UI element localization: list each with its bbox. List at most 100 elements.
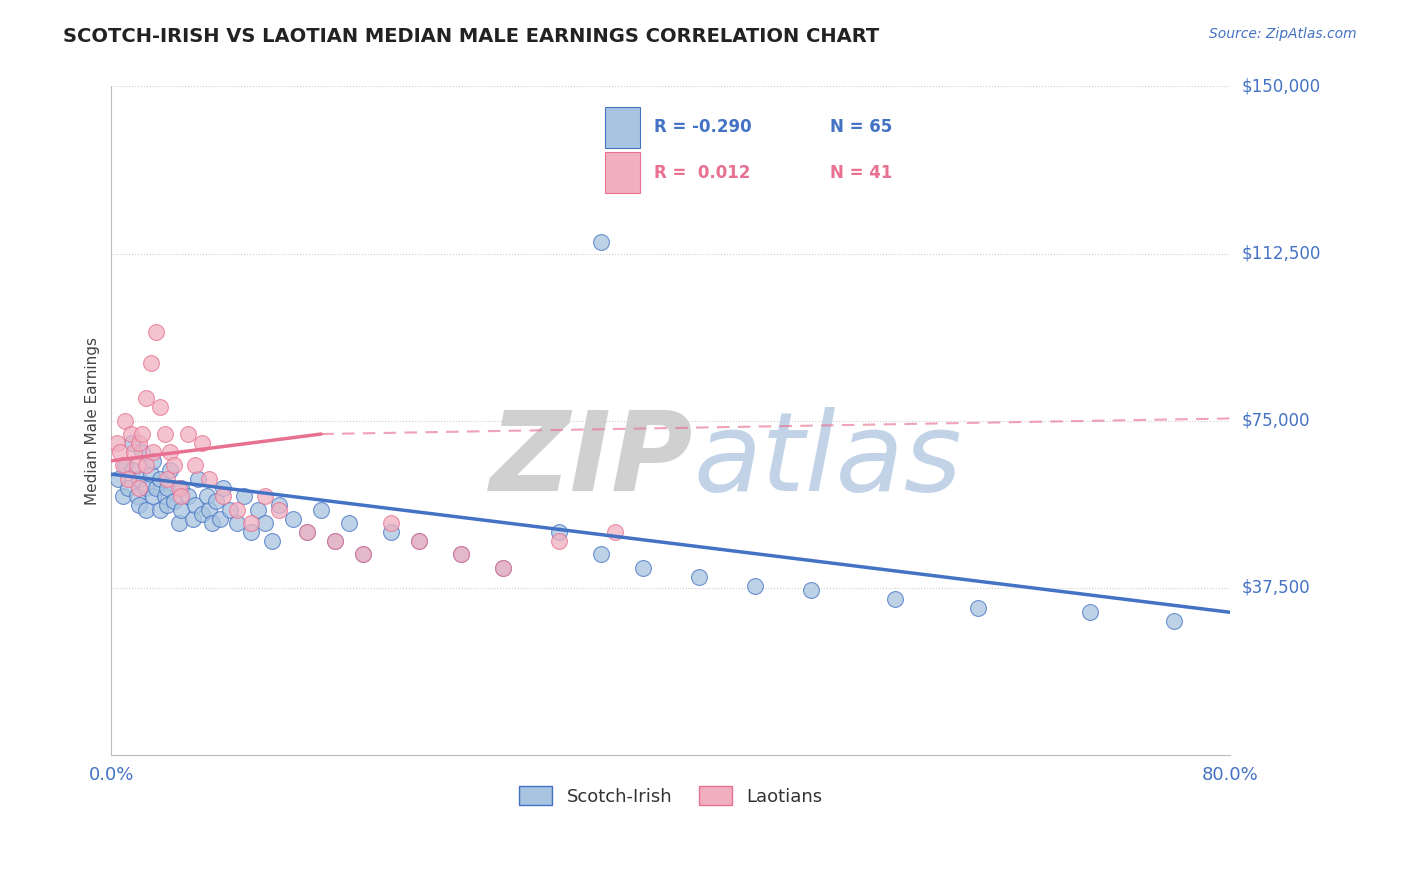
- FancyBboxPatch shape: [605, 153, 640, 193]
- Point: [603, 525, 626, 540]
- Point: [170, 481, 193, 495]
- Point: [156, 481, 179, 495]
- Point: [295, 525, 318, 540]
- Text: R =  0.012: R = 0.012: [654, 164, 751, 182]
- Point: [142, 445, 165, 459]
- Point: [153, 427, 176, 442]
- Point: [262, 533, 284, 548]
- Point: [149, 503, 172, 517]
- Point: [111, 490, 134, 504]
- Point: [269, 503, 291, 517]
- Point: [149, 401, 172, 415]
- Point: [254, 516, 277, 531]
- Point: [283, 512, 305, 526]
- Point: [135, 481, 157, 495]
- Point: [135, 392, 157, 406]
- Text: atlas: atlas: [693, 408, 962, 515]
- Point: [117, 481, 139, 495]
- Point: [352, 547, 374, 561]
- Point: [548, 533, 571, 548]
- Point: [269, 499, 291, 513]
- Point: [219, 503, 242, 517]
- Point: [201, 516, 224, 531]
- Point: [226, 516, 249, 531]
- Point: [139, 467, 162, 482]
- Point: [125, 490, 148, 504]
- Point: [125, 458, 148, 473]
- FancyBboxPatch shape: [605, 107, 640, 148]
- Point: [198, 472, 221, 486]
- Text: $75,000: $75,000: [1241, 412, 1310, 430]
- Text: SCOTCH-IRISH VS LAOTIAN MEDIAN MALE EARNINGS CORRELATION CHART: SCOTCH-IRISH VS LAOTIAN MEDIAN MALE EARN…: [63, 27, 880, 45]
- Point: [131, 427, 153, 442]
- Point: [212, 490, 235, 504]
- Point: [121, 436, 143, 450]
- Point: [187, 472, 209, 486]
- Point: [967, 600, 990, 615]
- Point: [195, 490, 218, 504]
- Point: [352, 547, 374, 561]
- Point: [548, 525, 571, 540]
- Point: [323, 533, 346, 548]
- Point: [108, 445, 131, 459]
- Point: [589, 547, 612, 561]
- Point: [111, 458, 134, 473]
- Text: $37,500: $37,500: [1241, 579, 1310, 597]
- Point: [295, 525, 318, 540]
- Point: [631, 560, 654, 574]
- Point: [744, 578, 766, 592]
- Point: [156, 472, 179, 486]
- Point: [135, 503, 157, 517]
- Point: [128, 481, 150, 495]
- Point: [240, 525, 263, 540]
- Point: [380, 516, 402, 531]
- Point: [170, 503, 193, 517]
- Point: [184, 499, 207, 513]
- Point: [107, 472, 129, 486]
- Point: [380, 525, 402, 540]
- Y-axis label: Median Male Earnings: Median Male Earnings: [86, 336, 100, 505]
- Point: [117, 472, 139, 486]
- Text: ZIP: ZIP: [489, 408, 693, 515]
- Point: [226, 503, 249, 517]
- Point: [205, 494, 228, 508]
- Point: [114, 458, 136, 473]
- Point: [254, 490, 277, 504]
- Point: [408, 533, 430, 548]
- Point: [688, 569, 710, 583]
- Point: [492, 560, 515, 574]
- Point: [450, 547, 472, 561]
- Point: [153, 490, 176, 504]
- Point: [149, 472, 172, 486]
- Point: [198, 503, 221, 517]
- Point: [156, 499, 179, 513]
- Point: [167, 516, 190, 531]
- Point: [309, 503, 332, 517]
- Point: [120, 427, 142, 442]
- Point: [800, 582, 823, 597]
- Text: N = 65: N = 65: [830, 119, 891, 136]
- Point: [240, 516, 263, 531]
- Point: [131, 445, 153, 459]
- Point: [122, 445, 145, 459]
- Text: N = 41: N = 41: [830, 164, 891, 182]
- Legend: Scotch-Irish, Laotians: Scotch-Irish, Laotians: [512, 779, 830, 813]
- Point: [212, 481, 235, 495]
- Point: [1163, 614, 1185, 628]
- Point: [184, 458, 207, 473]
- Point: [233, 490, 256, 504]
- Point: [139, 356, 162, 370]
- Point: [121, 463, 143, 477]
- Point: [159, 445, 181, 459]
- Point: [408, 533, 430, 548]
- Point: [128, 472, 150, 486]
- Point: [105, 436, 128, 450]
- Point: [170, 490, 193, 504]
- Point: [163, 458, 186, 473]
- Point: [883, 591, 905, 606]
- Point: [142, 490, 165, 504]
- Point: [492, 560, 515, 574]
- Point: [135, 458, 157, 473]
- Text: Source: ZipAtlas.com: Source: ZipAtlas.com: [1209, 27, 1357, 41]
- Point: [181, 512, 204, 526]
